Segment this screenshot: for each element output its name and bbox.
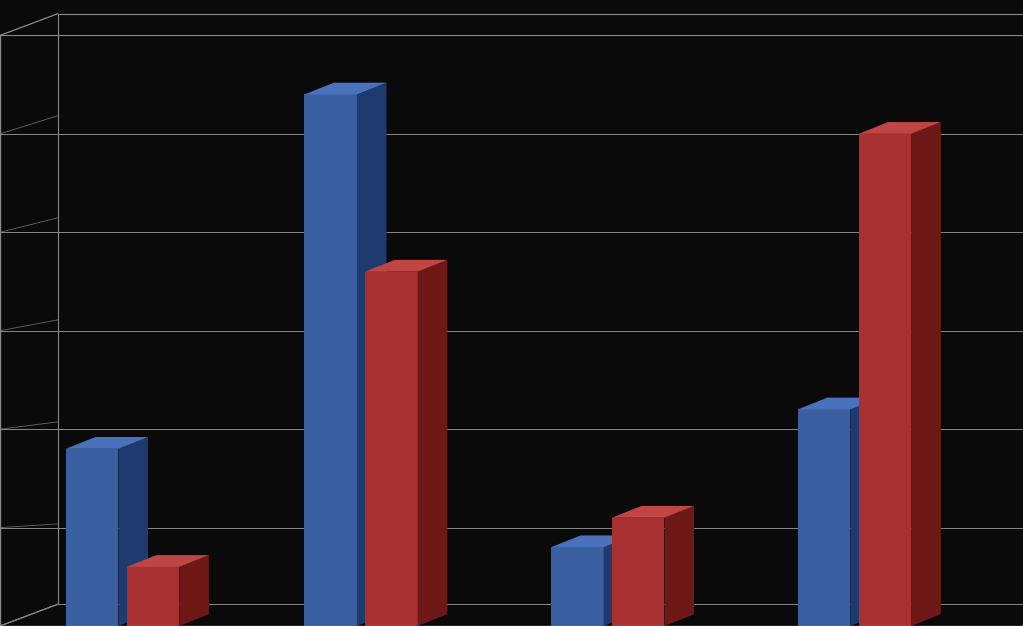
Polygon shape [798,409,850,626]
Polygon shape [65,437,148,449]
Polygon shape [911,122,941,626]
Polygon shape [365,260,447,272]
Polygon shape [798,398,880,409]
Polygon shape [357,83,387,626]
Polygon shape [551,535,633,547]
Polygon shape [119,437,148,626]
Polygon shape [551,547,604,626]
Polygon shape [665,506,694,626]
Polygon shape [850,398,880,626]
Polygon shape [604,535,633,626]
Polygon shape [127,567,179,626]
Polygon shape [179,555,209,626]
Polygon shape [612,518,665,626]
Polygon shape [65,449,119,626]
Polygon shape [858,134,911,626]
Polygon shape [304,83,387,95]
Polygon shape [304,95,357,626]
Polygon shape [365,272,417,626]
Polygon shape [858,122,941,134]
Polygon shape [127,555,209,567]
Polygon shape [612,506,694,518]
Polygon shape [417,260,447,626]
